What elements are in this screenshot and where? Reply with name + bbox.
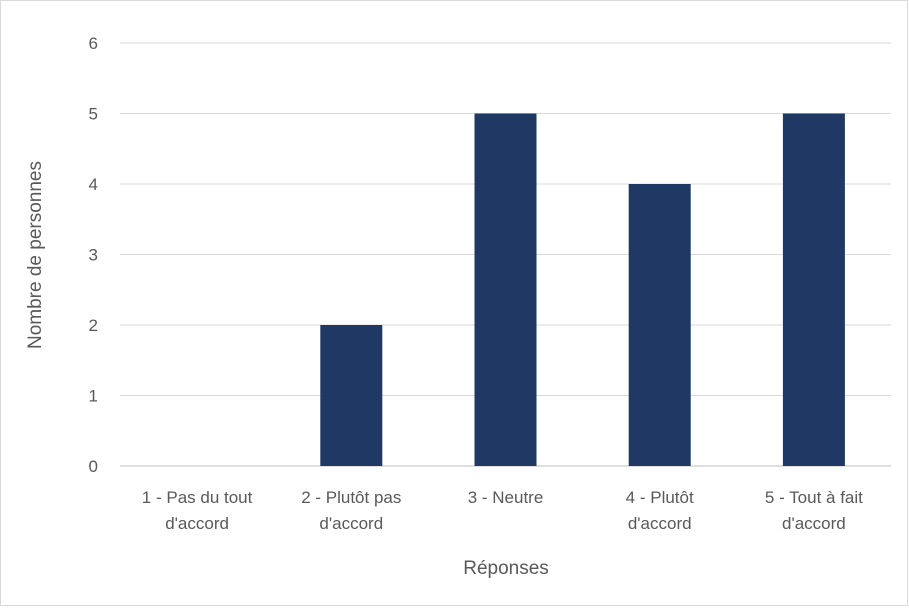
- x-tick-label-line: 1 - Pas du tout: [142, 488, 253, 507]
- x-tick-label-line: d'accord: [319, 514, 383, 533]
- bar: [782, 113, 845, 466]
- bars: [320, 113, 845, 466]
- bar: [628, 184, 691, 466]
- x-tick-label-line: 3 - Neutre: [468, 488, 544, 507]
- y-tick-label: 6: [89, 34, 98, 53]
- y-tick-label: 5: [89, 105, 98, 124]
- x-tick-label-line: 2 - Plutôt pas: [301, 488, 401, 507]
- x-tick-labels: 1 - Pas du tout d'accord 2 - Plutôt pas d'a…: [142, 488, 863, 533]
- x-tick-label-line: 5 - Tout à fait: [765, 488, 863, 507]
- x-tick-label-line: 4 - Plutôt: [626, 488, 694, 507]
- y-tick-label: 4: [89, 175, 98, 194]
- y-tick-label: 3: [89, 246, 98, 265]
- x-tick-label: 2 - Plutôt pas d'accord: [301, 488, 401, 533]
- x-axis-title: Réponses: [463, 558, 549, 579]
- x-tick-label: 1 - Pas du tout d'accord: [142, 488, 253, 533]
- bar: [320, 325, 383, 466]
- y-axis-title: Nombre de personnes: [25, 161, 46, 349]
- bar: [474, 113, 537, 466]
- y-tick-label: 0: [89, 457, 98, 476]
- x-tick-label-line: d'accord: [165, 514, 229, 533]
- x-tick-label-line: d'accord: [628, 514, 692, 533]
- y-tick-label: 1: [89, 387, 98, 406]
- x-tick-label: 4 - Plutôt d'accord: [626, 488, 694, 533]
- y-tick-labels: 0 1 2 3 4 5 6: [89, 34, 98, 476]
- x-tick-label: 3 - Neutre: [468, 488, 544, 507]
- x-tick-label-line: d'accord: [782, 514, 846, 533]
- y-tick-label: 2: [89, 316, 98, 335]
- x-tick-label: 5 - Tout à fait d'accord: [765, 488, 863, 533]
